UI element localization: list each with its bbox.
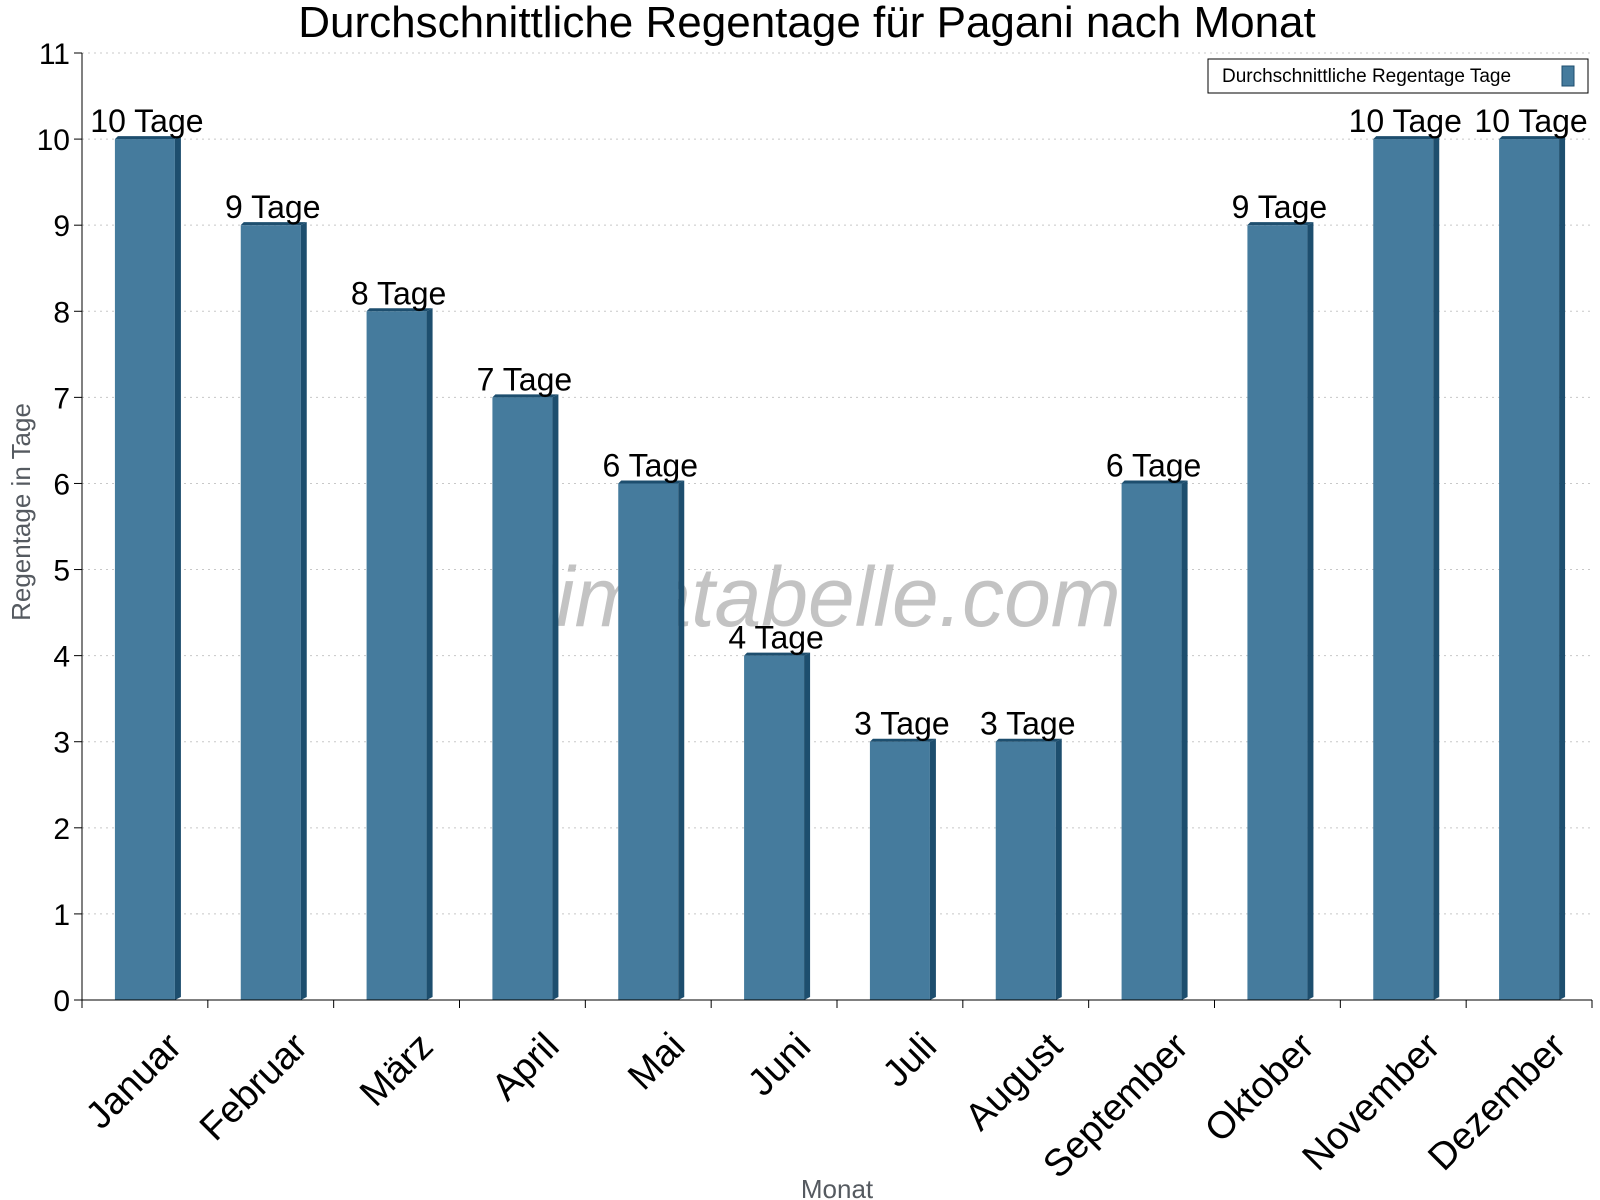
bar-face: [1373, 139, 1434, 1000]
bar-side: [1307, 222, 1314, 1000]
bar-top: [1373, 136, 1440, 140]
chart-title: Durchschnittliche Regentage für Pagani n…: [298, 0, 1316, 47]
x-tick-label-april: April: [484, 1025, 567, 1108]
y-tick-label-9: 9: [53, 210, 70, 243]
x-tick-label-oktober: Oktober: [1197, 1025, 1323, 1151]
bar-top: [1121, 480, 1188, 484]
bar-märz: [366, 308, 433, 1001]
y-tick-label-6: 6: [53, 468, 70, 501]
legend: Durchschnittliche Regentage Tage: [1207, 58, 1589, 94]
x-axis-ticks: Januar Februar März April Mai Juni Juli AugustS…: [78, 1000, 1593, 1186]
watermark-text: klimatabelle.com: [495, 550, 1121, 644]
bar-face: [618, 483, 679, 1000]
bar-face: [366, 311, 427, 1001]
data-label-märz: 8 Tage: [351, 275, 447, 311]
y-tick-label-7: 7: [53, 382, 70, 415]
bar-side: [426, 308, 433, 1001]
legend-label: Durchschnittliche Regentage Tage: [1222, 66, 1511, 87]
bar-side: [1559, 136, 1566, 1000]
bar-top: [995, 738, 1062, 742]
bar-november: [1373, 136, 1440, 1000]
bar-side: [552, 394, 559, 1000]
y-tick-label-4: 4: [53, 641, 70, 674]
bar-side: [1433, 136, 1440, 1000]
bar-juni: [744, 652, 811, 1000]
data-label-august: 3 Tage: [980, 706, 1076, 742]
bar-top: [1247, 222, 1314, 226]
bar-april: [492, 394, 559, 1000]
bar-top: [618, 480, 685, 484]
y-tick-label-0: 0: [53, 985, 70, 1018]
data-label-juli: 3 Tage: [854, 706, 950, 742]
bar-top: [366, 308, 433, 312]
y-tick-label-2: 2: [53, 813, 70, 846]
bar-side: [804, 652, 811, 1000]
x-tick-label-februar: Februar: [192, 1025, 316, 1149]
y-tick-label-8: 8: [53, 296, 70, 329]
x-tick-label-januar: Januar: [78, 1025, 190, 1137]
bar-face: [1499, 139, 1560, 1000]
bar-top: [1499, 136, 1566, 140]
data-labels: 10 Tage 9 Tage 8 Tage 7 Tage 6 Tage 4 Tage 3 T…: [90, 103, 1587, 742]
bar-face: [995, 741, 1056, 1000]
bar-top: [492, 394, 559, 398]
bar-top: [744, 652, 811, 656]
bar-side: [174, 136, 181, 1000]
y-tick-label-11: 11: [39, 38, 70, 71]
bar-september: [1121, 480, 1188, 1000]
bar-august: [995, 738, 1062, 1000]
bar-face: [114, 139, 175, 1000]
x-tick-label-mai: Mai: [620, 1025, 693, 1098]
y-tick-label-10: 10: [37, 124, 70, 157]
y-axis-ticks: 0 1 2 3 4 5 6 7 8 9 10 11: [37, 38, 82, 1018]
bar-face: [1121, 483, 1182, 1000]
gridlines: [82, 52, 1592, 915]
bar-oktober: [1247, 222, 1314, 1000]
bar-top: [240, 222, 307, 226]
data-label-oktober: 9 Tage: [1232, 189, 1328, 225]
bar-face: [1247, 225, 1308, 1000]
data-label-januar: 10 Tage: [90, 103, 203, 139]
legend-swatch: [1561, 65, 1575, 87]
data-label-april: 7 Tage: [477, 361, 573, 397]
bar-januar: [114, 136, 181, 1000]
x-tick-label-märz: März: [352, 1025, 441, 1114]
y-tick-label-5: 5: [53, 555, 70, 588]
x-tick-label-juli: Juli: [875, 1025, 945, 1095]
bar-series: [114, 136, 1566, 1001]
x-tick-label-juni: Juni: [740, 1025, 819, 1104]
bar-dezember: [1499, 136, 1566, 1000]
bar-face: [240, 225, 301, 1000]
bar-februar: [240, 222, 307, 1000]
bar-top: [869, 738, 936, 742]
x-axis-title: Monat: [801, 1174, 874, 1200]
bar-side: [678, 480, 685, 1000]
bar-top: [114, 136, 181, 140]
bar-face: [744, 655, 805, 1000]
data-label-mai: 6 Tage: [603, 447, 699, 483]
data-label-september: 6 Tage: [1106, 447, 1202, 483]
bar-side: [1181, 480, 1188, 1000]
x-tick-label-dezember: Dezember: [1420, 1025, 1574, 1179]
data-label-dezember: 10 Tage: [1474, 103, 1587, 139]
bar-side: [929, 738, 936, 1000]
bar-face: [492, 397, 553, 1000]
y-tick-label-3: 3: [53, 727, 70, 760]
data-label-november: 10 Tage: [1349, 103, 1462, 139]
x-tick-label-august: August: [957, 1025, 1071, 1139]
data-label-februar: 9 Tage: [225, 189, 321, 225]
data-label-juni: 4 Tage: [728, 620, 824, 656]
legend-box: [1207, 58, 1589, 94]
bar-juli: [869, 738, 936, 1000]
bar-side: [300, 222, 307, 1000]
bar-face: [869, 741, 930, 1000]
y-axis-title: Regentage in Tage: [6, 403, 36, 621]
bar-mai: [618, 480, 685, 1000]
y-tick-label-1: 1: [53, 899, 70, 932]
bar-side: [1055, 738, 1062, 1000]
x-tick-label-november: November: [1295, 1025, 1449, 1179]
